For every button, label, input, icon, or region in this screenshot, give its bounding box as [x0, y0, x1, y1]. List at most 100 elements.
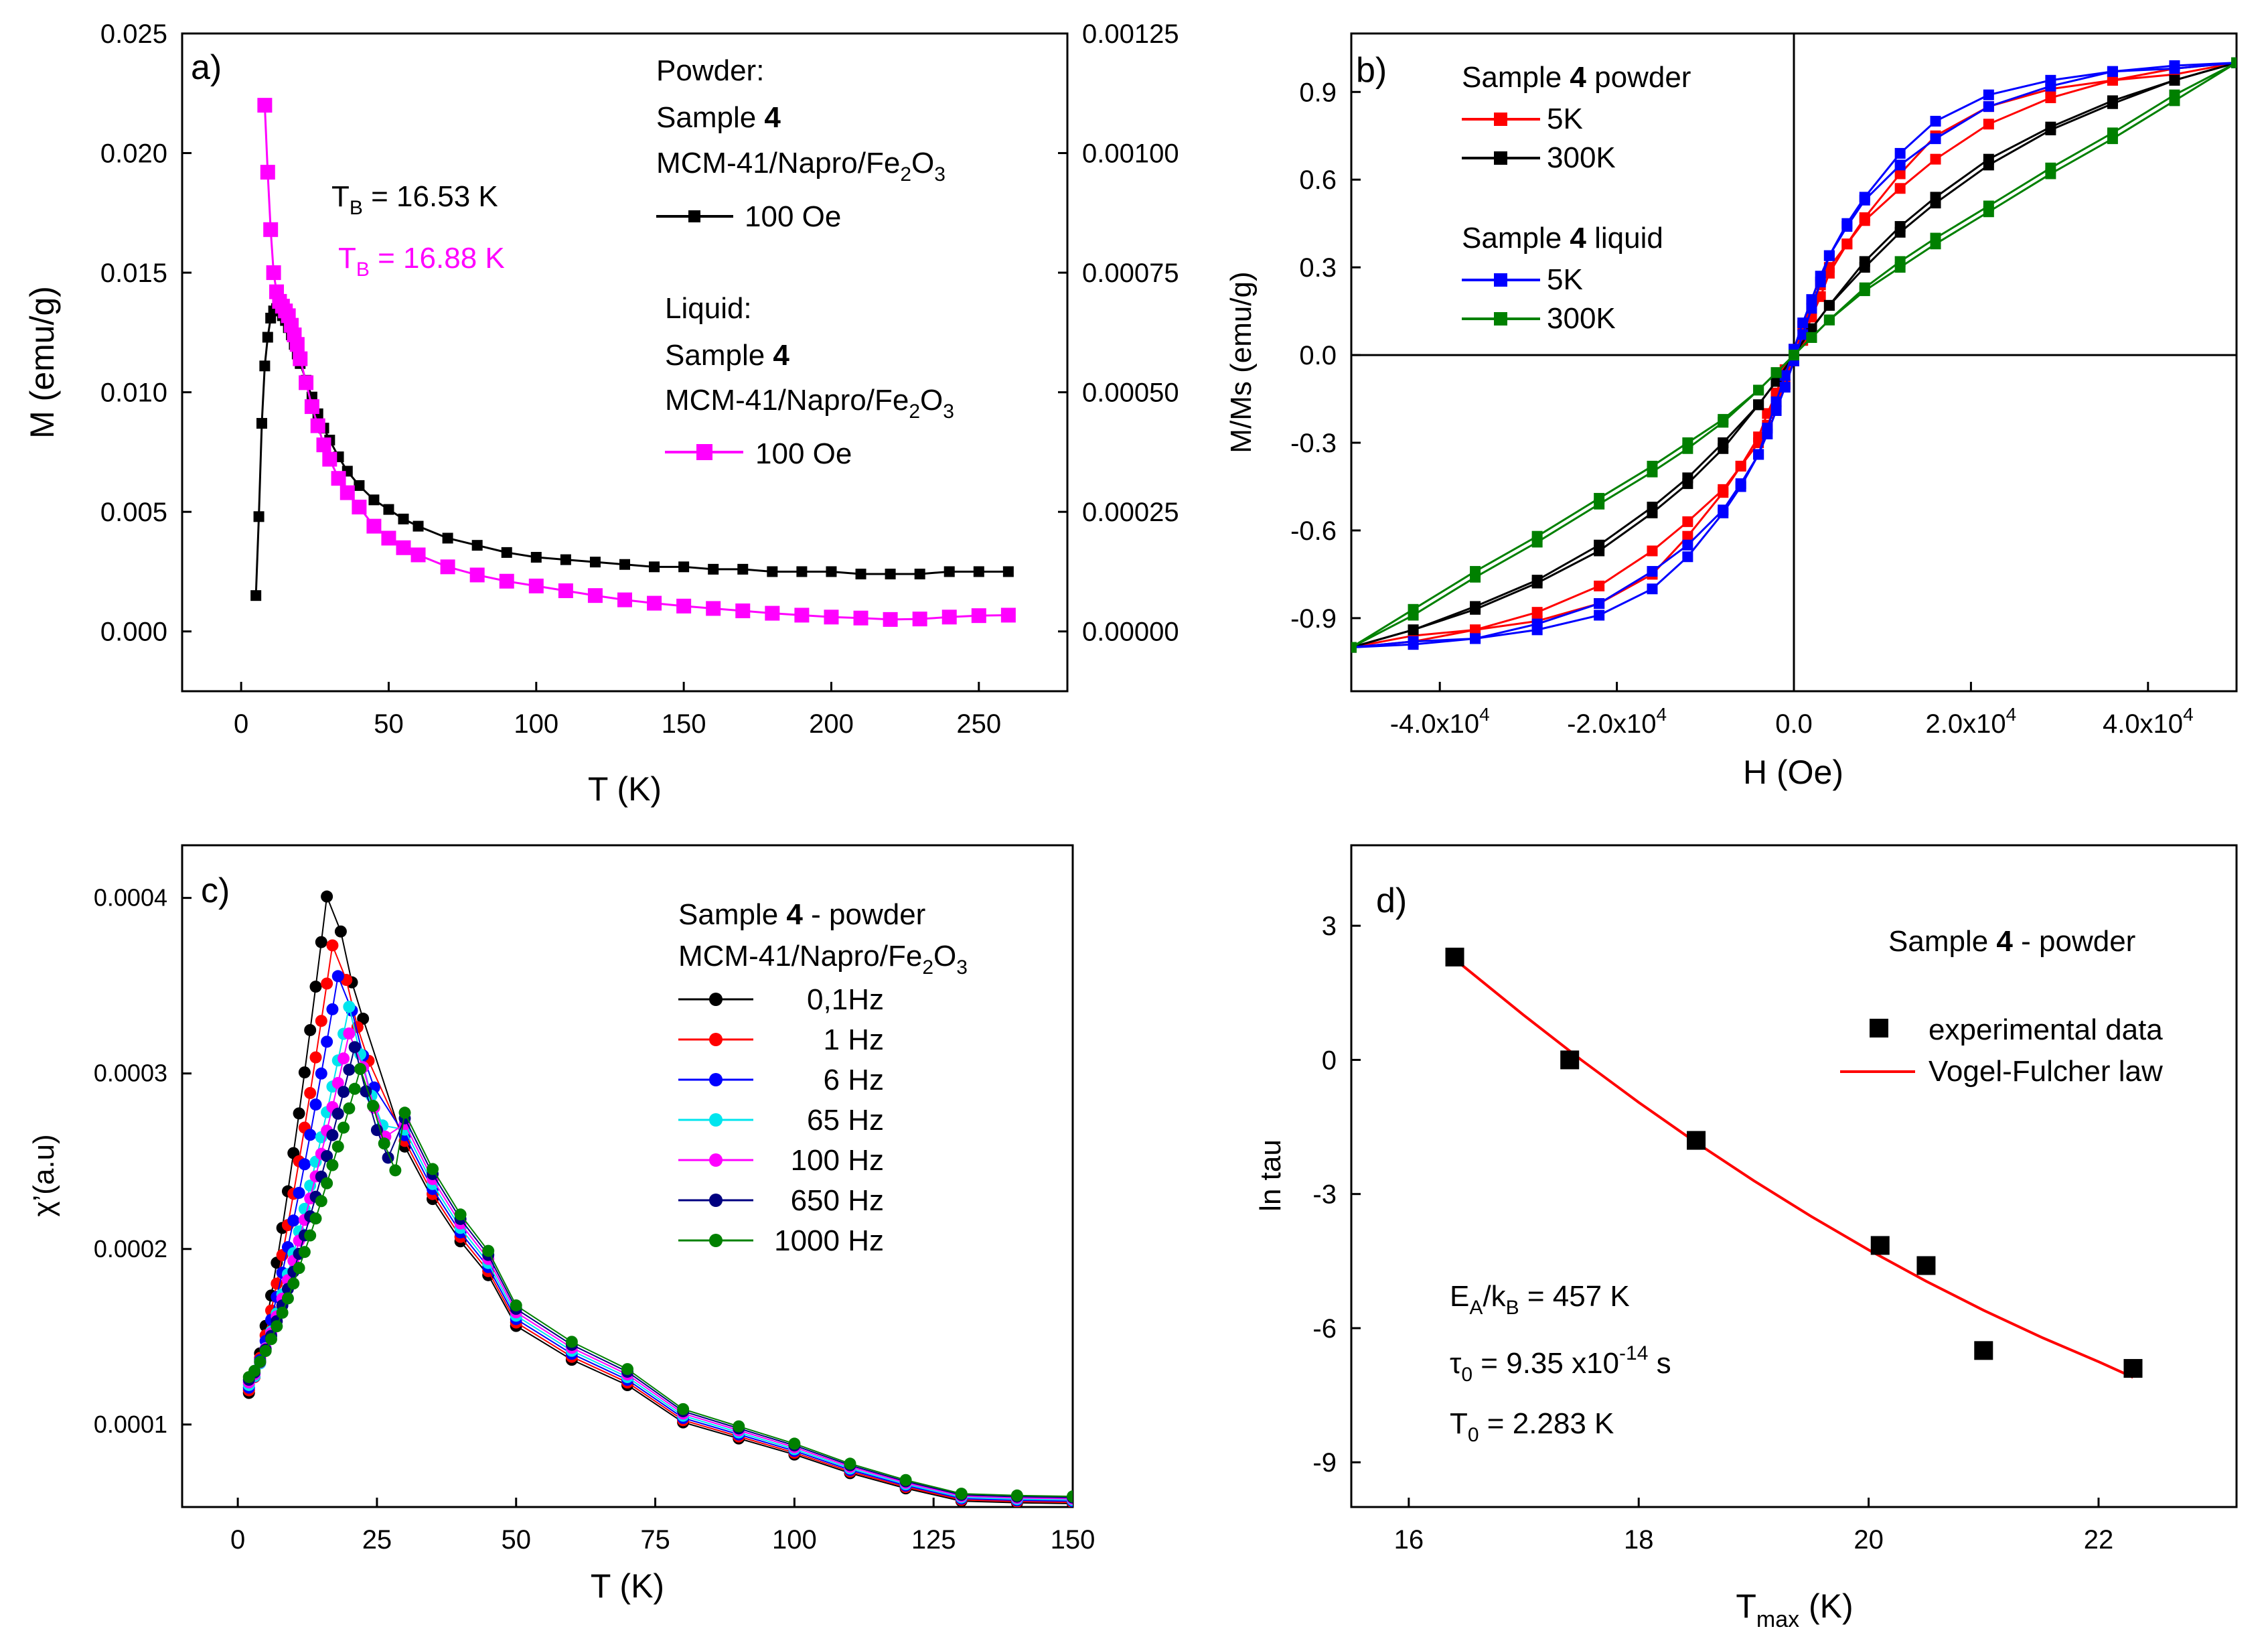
- data-point: [589, 557, 601, 568]
- data-point: [1930, 115, 1941, 127]
- data-point: [1753, 399, 1764, 411]
- x-tick-label: 50: [502, 1525, 532, 1555]
- data-point: [1770, 376, 1782, 387]
- data-point: [299, 375, 314, 390]
- data-point: [1930, 153, 1941, 165]
- y-tick-label: 0.3: [1299, 253, 1337, 283]
- y-tick-label: 0.015: [100, 259, 167, 288]
- data-point: [708, 563, 719, 575]
- legend-liquid-material: MCM-41/Napro/Fe2O3: [665, 384, 954, 423]
- y-tick-label: -9: [1312, 1448, 1337, 1478]
- data-point: [1779, 382, 1791, 393]
- legend-liquid-entry: 100 Oe: [755, 437, 852, 470]
- data-point: [367, 1100, 380, 1113]
- data-point: [1823, 250, 1835, 261]
- tb-liquid-annotation: TB = 16.88 K: [338, 242, 505, 281]
- data-point: [281, 1292, 294, 1305]
- panel-a-xlabel: T (K): [588, 770, 662, 808]
- data-point: [440, 559, 455, 575]
- data-point: [343, 1027, 356, 1040]
- data-point: [794, 607, 810, 623]
- panel-c-ylabel: χ’(a.u): [27, 1134, 60, 1216]
- data-point: [1823, 314, 1835, 326]
- data-point: [1000, 607, 1016, 623]
- legend-c-entry: 1000 Hz: [774, 1224, 884, 1257]
- data-point: [558, 583, 573, 599]
- y2-tick-label: 0.00025: [1082, 498, 1179, 527]
- data-point: [2169, 89, 2180, 100]
- data-point: [883, 612, 898, 627]
- data-point: [293, 351, 308, 366]
- x-tick-label: 18: [1624, 1525, 1654, 1555]
- data-point: [765, 605, 780, 621]
- data-point: [788, 1437, 801, 1450]
- y-tick-label: -0.6: [1290, 516, 1337, 546]
- y-tick-label: 0.6: [1299, 165, 1337, 195]
- legend-b-marker-1: [1494, 151, 1507, 165]
- data-point: [565, 1336, 578, 1348]
- data-point: [262, 332, 273, 343]
- data-point: [343, 1001, 356, 1013]
- y-tick-label: 0.025: [100, 19, 167, 49]
- x-tick-label: 50: [374, 709, 404, 739]
- legend-b-entry-1: 300K: [1547, 141, 1616, 174]
- param-ea: EA/kB = 457 K: [1450, 1280, 1630, 1319]
- data-point: [826, 566, 837, 577]
- panel-d-frame: [1350, 844, 2238, 1508]
- x-tick-label: 20: [1854, 1525, 1884, 1555]
- x-tick-label: 25: [362, 1525, 392, 1555]
- data-point: [1870, 1236, 1890, 1255]
- data-point: [1806, 303, 1817, 314]
- data-point: [678, 561, 690, 573]
- data-point: [1762, 428, 1773, 439]
- data-point: [1594, 539, 1605, 551]
- data-point: [2045, 121, 2056, 133]
- data-point: [824, 610, 839, 625]
- data-point: [1735, 460, 1746, 472]
- data-point: [310, 418, 325, 433]
- data-point: [617, 592, 632, 607]
- data-point: [1806, 332, 1817, 343]
- panel-b: -4.0x104 -2.0x104 0.0 2.0x104 4.0x104 -0.9 -0.…: [1225, 32, 2238, 791]
- data-point: [368, 494, 380, 506]
- data-point: [677, 1403, 690, 1415]
- y-tick-label: 0.0001: [94, 1411, 167, 1438]
- data-point: [1531, 530, 1543, 542]
- data-point: [1682, 551, 1693, 563]
- data-point: [1983, 200, 1994, 212]
- legend-b-marker-3: [1494, 312, 1507, 326]
- data-point: [1682, 437, 1693, 449]
- legend-c-marker: [709, 1234, 723, 1247]
- panel-a-label: a): [191, 48, 222, 87]
- data-point: [2169, 74, 2180, 86]
- panel-b-label: b): [1356, 51, 1387, 90]
- data-point: [293, 1262, 305, 1275]
- series-line: [248, 942, 1073, 1504]
- data-point: [442, 532, 453, 544]
- legend-b-marker-2: [1494, 273, 1507, 287]
- y-tick-label: -0.9: [1290, 604, 1337, 634]
- data-point: [339, 485, 355, 500]
- data-point: [649, 561, 660, 573]
- legend-c-marker: [709, 1194, 723, 1207]
- data-point: [1806, 323, 1817, 334]
- data-point: [1859, 256, 1870, 267]
- legend-powder-marker: [688, 210, 700, 222]
- data-point: [510, 1299, 522, 1312]
- y-tick-label: -3: [1312, 1180, 1337, 1210]
- data-point: [427, 1163, 439, 1175]
- data-point: [1010, 1489, 1023, 1502]
- param-tau: τ0 = 9.35 x10-14 s: [1450, 1342, 1671, 1386]
- x-tick-label: 250: [956, 709, 1001, 739]
- data-point: [1735, 478, 1746, 490]
- data-point: [348, 1041, 361, 1054]
- data-point: [253, 511, 264, 522]
- data-point: [1408, 624, 1419, 636]
- data-point: [337, 1121, 350, 1134]
- panel-c-legend: Sample 4 - powder MCM-41/Napro/Fe2O3 0,1…: [678, 898, 968, 1257]
- data-point: [304, 1129, 317, 1141]
- data-point: [326, 939, 339, 952]
- data-point: [331, 1107, 344, 1120]
- panel-c-frame: [181, 844, 1074, 1508]
- data-point: [304, 1023, 317, 1036]
